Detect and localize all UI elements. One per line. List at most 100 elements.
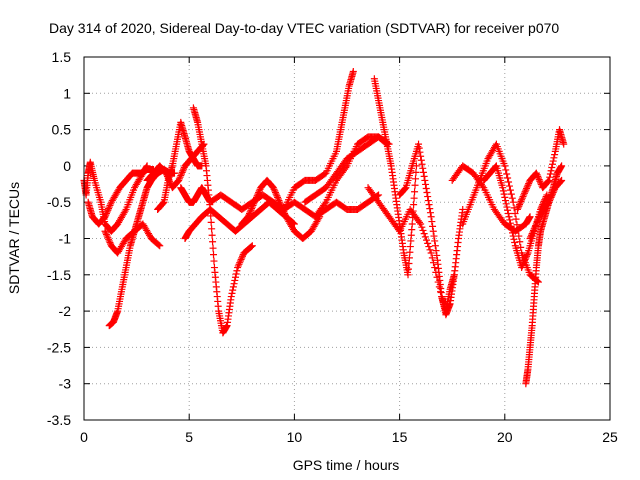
data-point [175, 176, 183, 184]
data-point [537, 210, 545, 218]
data-point [375, 191, 383, 199]
data-point [412, 168, 420, 176]
data-point [105, 235, 113, 243]
data-point [431, 264, 439, 272]
data-point [106, 201, 114, 209]
data-point [102, 229, 110, 237]
data-point [105, 203, 113, 211]
data-point [525, 180, 533, 188]
series-arc-15 [364, 184, 458, 315]
data-point [501, 162, 509, 170]
data-point [425, 201, 433, 209]
data-point [236, 259, 244, 267]
data-point [420, 172, 428, 180]
y-tick-label: 0 [63, 158, 71, 174]
data-point [426, 205, 434, 213]
data-point [511, 239, 519, 247]
data-point [535, 214, 543, 222]
data-point [523, 252, 531, 260]
data-point [233, 267, 241, 275]
data-point [518, 196, 526, 204]
data-point [534, 172, 542, 180]
data-point [423, 189, 431, 197]
data-point [531, 223, 539, 231]
data-point [277, 201, 285, 209]
data-point [101, 213, 109, 221]
data-point [420, 230, 428, 238]
data-point [121, 207, 129, 215]
data-point [271, 189, 279, 197]
data-point [517, 243, 525, 251]
data-point [321, 200, 329, 208]
data-point [509, 229, 517, 237]
data-point [512, 215, 520, 223]
data-point [558, 162, 566, 170]
data-point [537, 209, 545, 217]
data-point [534, 217, 542, 225]
data-point [250, 200, 258, 208]
series-arc-22 [526, 176, 566, 242]
data-point [507, 222, 515, 230]
x-tick-label: 10 [287, 429, 303, 445]
data-point [529, 228, 537, 236]
x-tick-label: 0 [80, 429, 88, 445]
y-tick-label: -2.5 [47, 339, 71, 355]
data-point [550, 154, 558, 162]
data-point [534, 215, 542, 223]
data-point [510, 235, 518, 243]
y-tick-label: 1 [63, 85, 71, 101]
data-point [509, 232, 517, 240]
data-point [534, 174, 542, 182]
data-point [546, 197, 554, 205]
data-point [532, 222, 540, 230]
data-point [526, 213, 534, 221]
data-point [275, 197, 283, 205]
data-point [546, 173, 554, 181]
data-point [106, 239, 114, 247]
data-point [545, 176, 553, 184]
data-point [246, 209, 254, 217]
data-point [424, 239, 432, 247]
data-point [245, 211, 253, 219]
data-point [271, 187, 279, 195]
data-point [541, 194, 549, 202]
data-point [207, 218, 215, 226]
data-point [274, 195, 282, 203]
data-point [102, 209, 110, 217]
data-point [542, 193, 550, 201]
data-point [524, 181, 532, 189]
data-point [547, 167, 555, 175]
data-point [102, 211, 110, 219]
axis-ticks: 0 5 10 15 20 25 -3.5 -3 -2.5 -2 -1.5 -1 -0.5 0 0.5 1 1.5 [47, 49, 618, 445]
data-point [500, 190, 508, 198]
data-point [208, 225, 216, 233]
series-arc-14 [370, 75, 420, 279]
data-point [103, 208, 111, 216]
data-point [532, 169, 540, 177]
data-point [176, 173, 184, 181]
data-point [428, 254, 436, 262]
data-point [421, 233, 429, 241]
data-point [209, 244, 217, 252]
data-point [544, 178, 552, 186]
x-tick-label: 20 [497, 429, 513, 445]
data-point [255, 189, 263, 197]
data-point [550, 187, 558, 195]
data-point [175, 175, 183, 183]
data-point [427, 249, 435, 257]
data-point [520, 191, 528, 199]
data-point [419, 164, 427, 172]
data-point [548, 192, 556, 200]
data-point [502, 200, 510, 208]
series-arc-9 [181, 198, 298, 242]
data-point [237, 255, 245, 263]
data-point [229, 283, 237, 291]
data-point [228, 289, 236, 297]
data-point [541, 196, 549, 204]
data-point [514, 226, 522, 234]
data-point [526, 235, 534, 242]
data-point [401, 184, 409, 192]
data-point [432, 247, 440, 255]
x-tick-label: 25 [602, 429, 618, 445]
